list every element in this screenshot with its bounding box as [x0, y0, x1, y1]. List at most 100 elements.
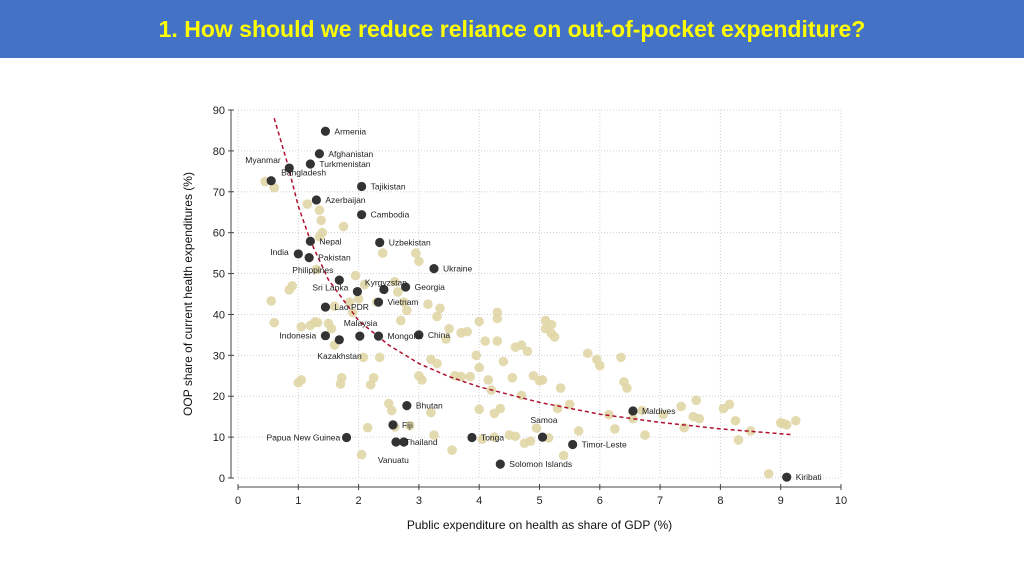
data-point: [338, 221, 349, 232]
data-point: [616, 352, 626, 363]
point-label: Tonga: [481, 433, 504, 443]
x-tick-label: 0: [235, 495, 241, 507]
point-label: Vietnam: [387, 297, 418, 307]
labeled-data-point: [355, 331, 365, 341]
point-label: Armenia: [334, 126, 366, 136]
data-point: [694, 413, 705, 424]
point-label: Turkmenistan: [319, 159, 370, 169]
data-point: [676, 401, 687, 412]
data-point: [492, 313, 503, 324]
data-point: [417, 375, 427, 385]
data-point: [679, 422, 690, 433]
labeled-data-point: [467, 432, 477, 443]
data-point: [763, 469, 774, 479]
data-point: [296, 375, 307, 385]
labeled-data-point: [429, 264, 439, 274]
labeled-data-point: [401, 282, 411, 292]
data-point: [604, 409, 614, 420]
data-point: [423, 299, 433, 310]
x-tick-label: 7: [657, 495, 663, 507]
point-label: Myanmar: [245, 155, 281, 165]
data-point: [386, 405, 397, 416]
point-label: Papua New Guinea: [267, 433, 341, 443]
data-point: [377, 248, 388, 258]
point-label: Cambodia: [371, 210, 410, 220]
point-label: Azerbaijan: [325, 195, 365, 205]
data-point: [733, 435, 744, 445]
point-label: Bhutan: [416, 401, 443, 411]
labeled-data-point: [357, 181, 367, 192]
point-label: Tajikistan: [371, 181, 406, 191]
data-point: [269, 317, 279, 328]
data-point: [790, 415, 801, 426]
y-tick-label: 30: [213, 350, 225, 362]
y-tick-label: 0: [219, 473, 225, 485]
data-point: [336, 373, 347, 383]
point-label: Thailand: [405, 437, 438, 447]
data-point: [302, 199, 313, 209]
data-point: [522, 346, 533, 357]
data-point: [474, 362, 485, 373]
data-point: [525, 436, 536, 447]
data-point: [537, 375, 548, 385]
data-point: [353, 294, 364, 304]
labeled-data-point: [341, 432, 352, 443]
data-point: [489, 432, 500, 442]
data-point: [344, 297, 355, 307]
data-point: [358, 352, 369, 363]
data-point: [531, 423, 542, 433]
data-point: [724, 399, 735, 410]
x-tick-label: 9: [778, 495, 784, 507]
point-label: Samoa: [531, 415, 558, 425]
data-point: [745, 426, 756, 436]
data-point: [311, 264, 322, 275]
data-point: [465, 371, 475, 382]
data-point: [558, 450, 569, 461]
data-point: [411, 248, 421, 258]
data-point: [507, 373, 518, 383]
point-label: Kiribati: [796, 472, 822, 482]
data-point: [402, 305, 412, 316]
y-tick-label: 70: [213, 187, 225, 199]
labeled-data-point: [266, 176, 276, 186]
point-label: Nepal: [319, 236, 341, 246]
axes: 0 1 2 3 4 5 6 7 8 9 10 0 10 20 30 40 50 60 70 80 90: [213, 105, 847, 507]
data-point: [441, 334, 451, 344]
y-tick-label: 90: [213, 105, 225, 117]
x-tick-label: 6: [597, 495, 603, 507]
data-point: [426, 407, 436, 418]
data-point: [329, 301, 340, 312]
point-label: Philippines: [292, 265, 333, 275]
data-point: [399, 297, 409, 307]
point-label: India: [270, 247, 289, 257]
data-point: [405, 420, 415, 431]
labeled-data-point: [357, 210, 367, 220]
labeled-data-point: [305, 159, 315, 169]
point-label: Vanuatu: [378, 455, 409, 465]
data-point: [495, 403, 506, 414]
data-point: [392, 287, 403, 297]
labeled-data-point: [314, 149, 325, 159]
data-point: [658, 409, 668, 420]
data-point: [474, 316, 485, 327]
x-tick-label: 8: [717, 495, 723, 507]
data-point: [444, 323, 454, 334]
data-point: [350, 270, 361, 281]
point-label: Bangladesh: [281, 168, 326, 178]
labeled-data-point: [284, 163, 294, 173]
labeled-data-point: [320, 126, 331, 136]
data-point: [477, 434, 488, 444]
data-point: [564, 399, 575, 410]
data-point: [456, 371, 466, 382]
header-bar: 1. How should we reduce reliance on out-…: [0, 0, 1024, 58]
y-tick-label: 20: [213, 391, 225, 403]
labeled-data-point: [414, 330, 424, 340]
data-point: [555, 383, 566, 393]
data-point: [510, 431, 521, 442]
labeled-data-point: [320, 302, 331, 312]
data-point: [474, 404, 485, 415]
y-tick-label: 40: [213, 309, 225, 321]
data-point: [314, 231, 325, 242]
data-point: [316, 215, 327, 226]
